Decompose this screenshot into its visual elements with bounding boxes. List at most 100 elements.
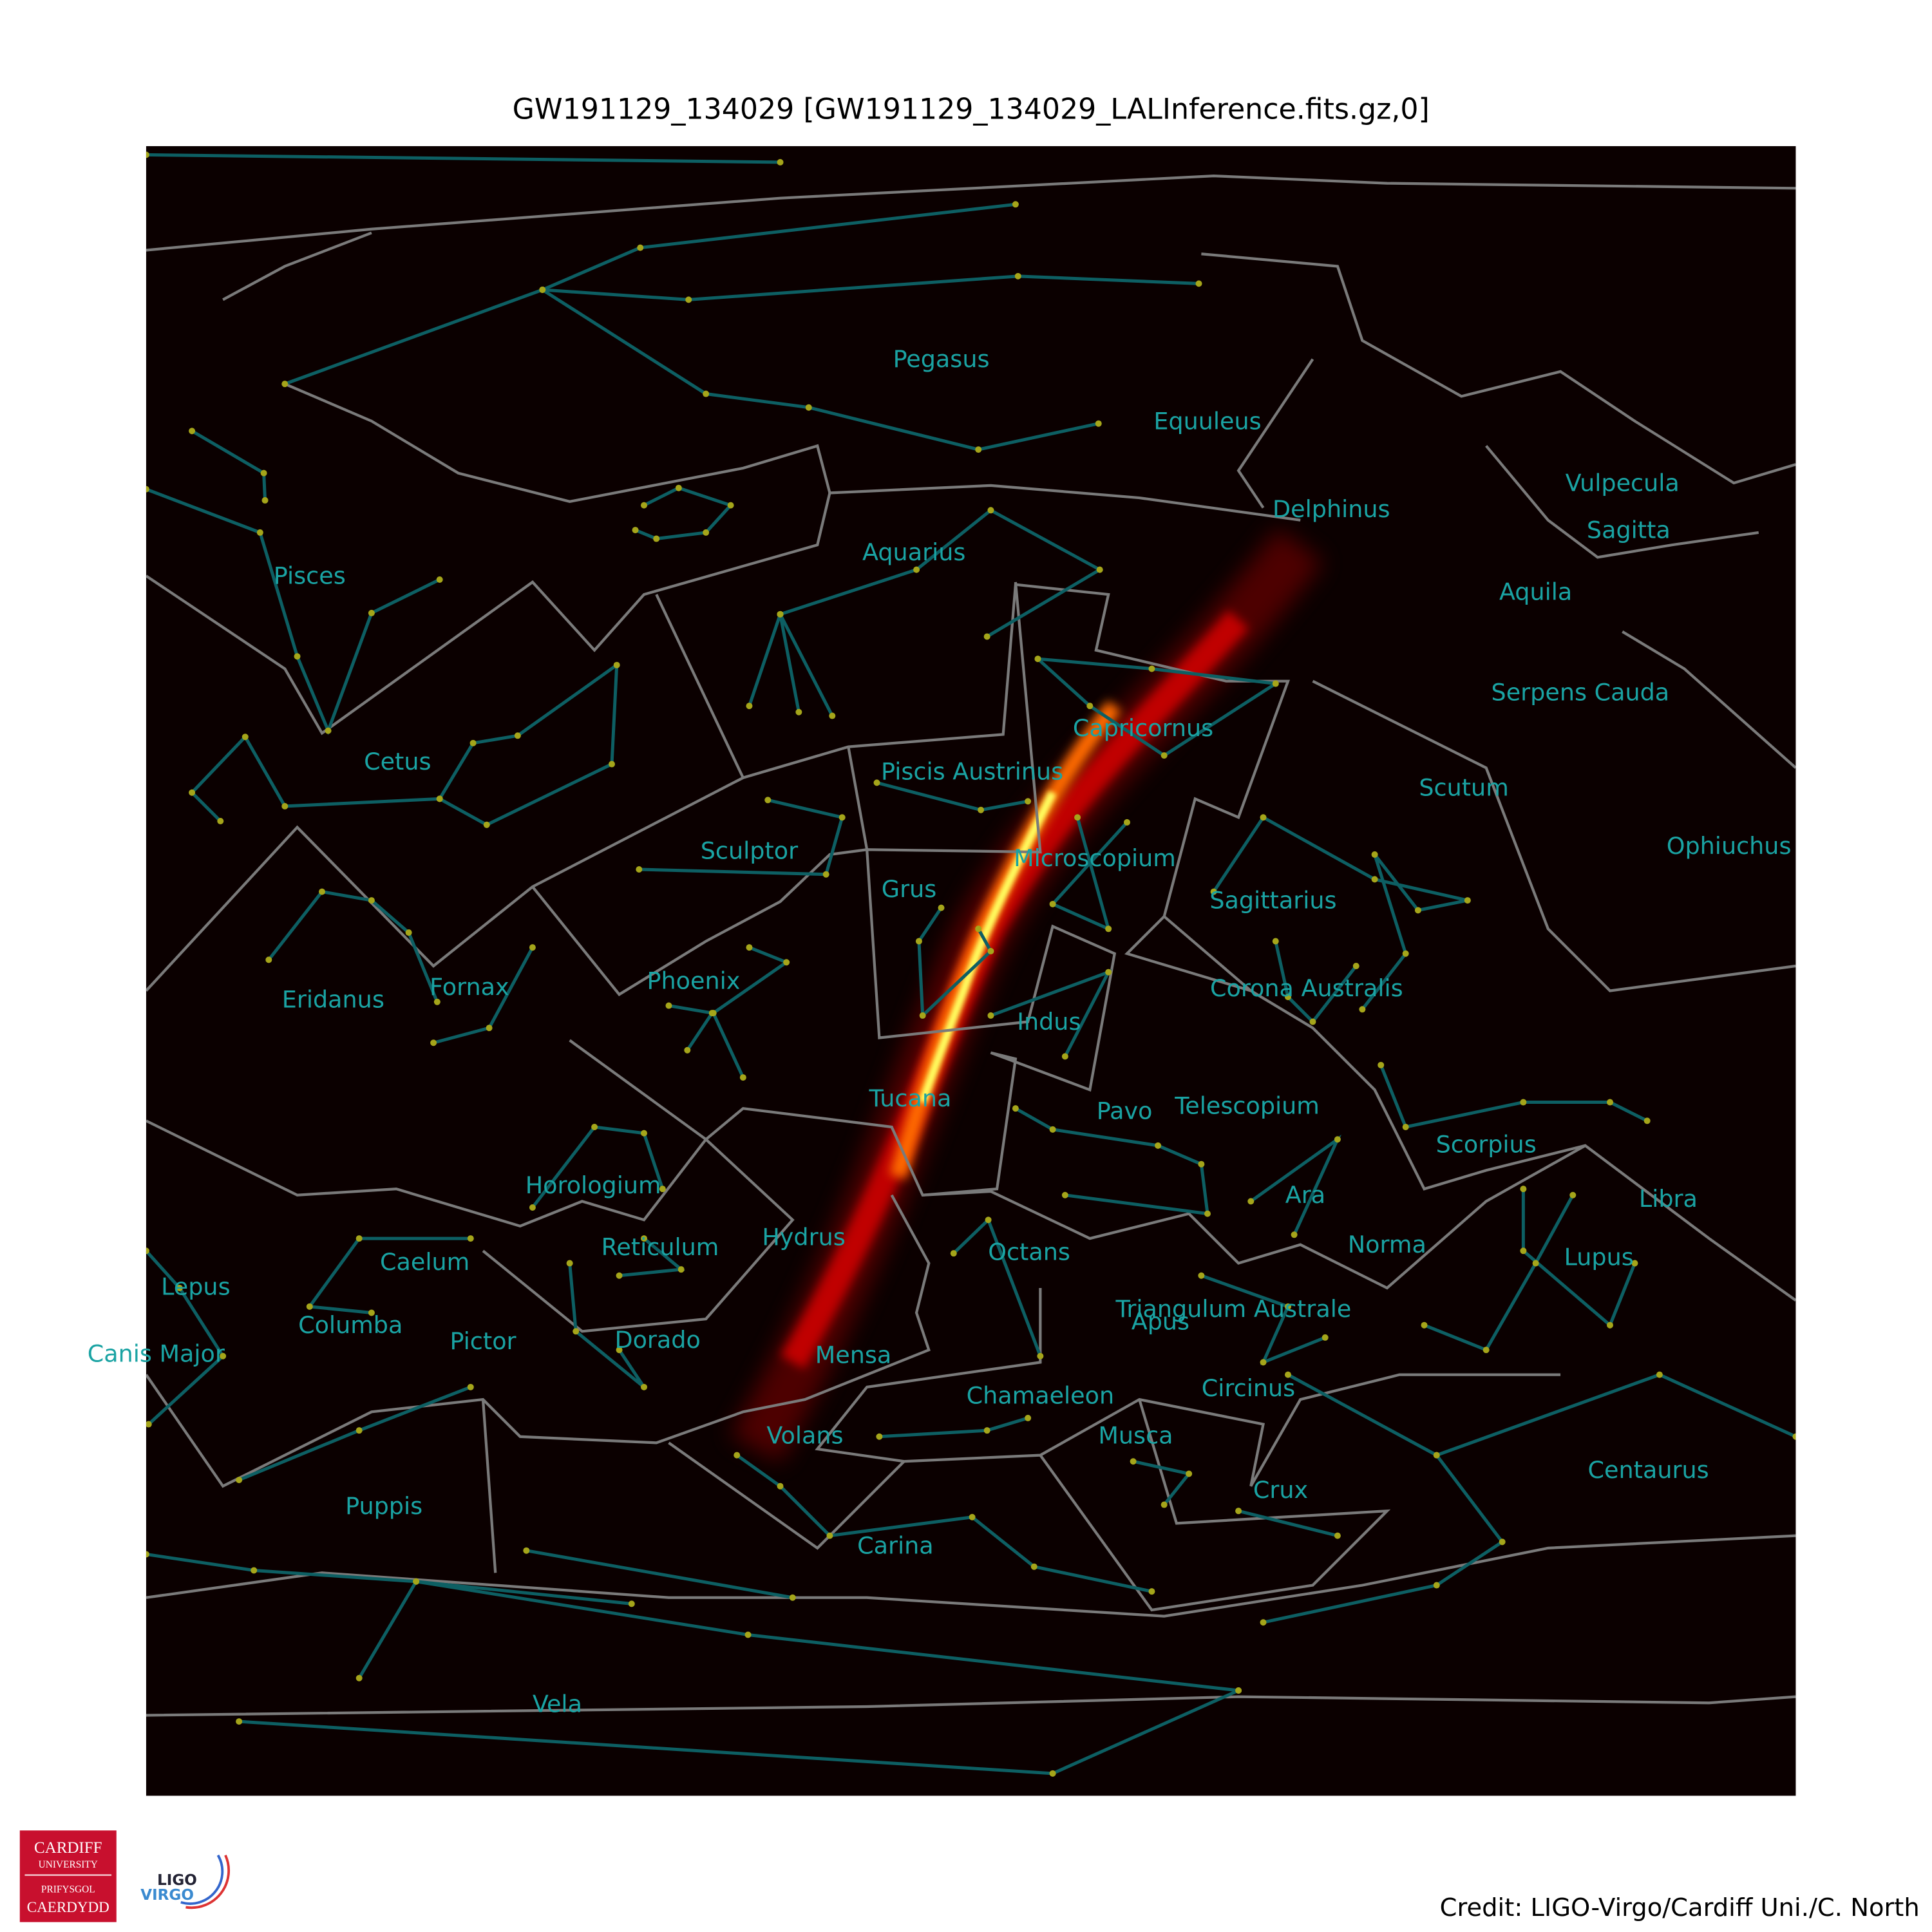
constellation-label: Columba bbox=[298, 1311, 402, 1339]
star bbox=[1260, 814, 1267, 821]
constellation-boundary bbox=[1201, 252, 1796, 485]
constellation-boundary bbox=[531, 582, 1042, 997]
constellation-line bbox=[542, 274, 1199, 301]
constellation-boundary bbox=[1039, 1399, 1391, 1612]
constellation-line bbox=[146, 1249, 225, 1426]
constellation-line bbox=[711, 945, 790, 1079]
constellation-line bbox=[531, 1125, 665, 1209]
star bbox=[281, 381, 289, 388]
constellation-line bbox=[1014, 1106, 1209, 1216]
constellation-line bbox=[1200, 1274, 1326, 1365]
constellation-label: Aquarius bbox=[862, 538, 965, 566]
star bbox=[220, 1352, 227, 1359]
constellation-label: Caelum bbox=[380, 1248, 469, 1276]
star bbox=[1148, 665, 1155, 672]
constellation-label: Pegasus bbox=[893, 345, 990, 373]
constellation-line bbox=[526, 1549, 793, 1600]
star bbox=[1025, 1414, 1032, 1421]
constellation-label: Aquila bbox=[1499, 578, 1572, 606]
star bbox=[566, 1260, 573, 1267]
star bbox=[616, 1272, 623, 1279]
star bbox=[938, 904, 945, 911]
constellation-line bbox=[146, 488, 440, 735]
constellation-line bbox=[1274, 940, 1358, 1025]
star bbox=[1037, 1352, 1044, 1359]
star bbox=[189, 789, 196, 796]
logo-text: UNIVERSITY bbox=[39, 1859, 98, 1870]
star bbox=[915, 938, 922, 945]
star bbox=[251, 1567, 258, 1574]
star bbox=[573, 1328, 580, 1335]
star bbox=[1160, 1501, 1168, 1508]
star bbox=[1371, 851, 1378, 858]
star bbox=[983, 1427, 990, 1434]
star bbox=[1402, 950, 1409, 957]
star bbox=[433, 998, 440, 1005]
cardiff-logo: CARDIFF UNIVERSITY PRIFYSGOL CAERDYDD bbox=[19, 1830, 117, 1922]
star bbox=[975, 925, 982, 933]
constellation-label: Sculptor bbox=[701, 837, 799, 865]
star bbox=[1656, 1371, 1663, 1378]
star bbox=[1186, 1470, 1193, 1477]
star bbox=[413, 1578, 420, 1585]
star bbox=[146, 1551, 149, 1558]
star bbox=[146, 151, 149, 158]
star bbox=[1359, 1006, 1366, 1013]
star bbox=[1285, 1371, 1291, 1378]
star bbox=[523, 1547, 530, 1554]
star bbox=[325, 727, 332, 734]
star bbox=[1096, 566, 1103, 573]
star bbox=[281, 802, 289, 810]
star bbox=[1148, 1588, 1155, 1595]
constellation-label: Octans bbox=[988, 1238, 1070, 1266]
star bbox=[1532, 1260, 1539, 1267]
constellation-boundary bbox=[1312, 679, 1796, 992]
star bbox=[1124, 819, 1131, 826]
title: GW191129_134029 [GW191129_134029_LALInfe… bbox=[513, 93, 1430, 126]
star bbox=[777, 158, 784, 166]
star bbox=[829, 712, 836, 719]
star bbox=[609, 761, 615, 768]
star bbox=[355, 1235, 363, 1242]
star bbox=[469, 739, 477, 746]
star bbox=[1334, 1532, 1341, 1539]
sky-lines bbox=[146, 151, 1796, 1777]
star bbox=[641, 502, 648, 509]
star bbox=[176, 1285, 183, 1291]
star bbox=[430, 1039, 437, 1046]
star bbox=[217, 818, 224, 825]
star bbox=[1607, 1321, 1613, 1329]
constellation-label: Vulpecula bbox=[1566, 469, 1680, 497]
star bbox=[1210, 888, 1217, 895]
star bbox=[1061, 1191, 1068, 1198]
constellation-boundary bbox=[146, 776, 744, 992]
constellation-label: Sagittarius bbox=[1209, 887, 1336, 914]
constellation-label: Indus bbox=[1017, 1008, 1081, 1036]
star bbox=[1105, 925, 1112, 933]
star bbox=[1631, 1260, 1638, 1267]
constellation-label: Reticulum bbox=[601, 1233, 719, 1261]
star bbox=[637, 244, 644, 251]
star bbox=[987, 1012, 994, 1019]
constellation-label: Libra bbox=[1639, 1185, 1698, 1213]
constellation-label: Grus bbox=[882, 875, 936, 903]
star bbox=[1291, 1231, 1298, 1238]
constellation-boundary bbox=[1622, 630, 1796, 769]
constellation-label: Pictor bbox=[450, 1327, 516, 1355]
logo-arc bbox=[180, 1854, 224, 1905]
star bbox=[1155, 1142, 1162, 1149]
star bbox=[978, 806, 985, 813]
star bbox=[1025, 798, 1032, 805]
star bbox=[405, 929, 412, 936]
star bbox=[777, 611, 784, 618]
constellation-line bbox=[634, 486, 734, 541]
star bbox=[483, 821, 490, 828]
star bbox=[514, 732, 521, 739]
star bbox=[777, 1482, 784, 1490]
star bbox=[189, 428, 196, 435]
star bbox=[355, 1427, 363, 1434]
star bbox=[1260, 1619, 1267, 1626]
constellation-label: Telescopium bbox=[1174, 1092, 1320, 1120]
star bbox=[1309, 1018, 1316, 1025]
star bbox=[1074, 814, 1081, 821]
